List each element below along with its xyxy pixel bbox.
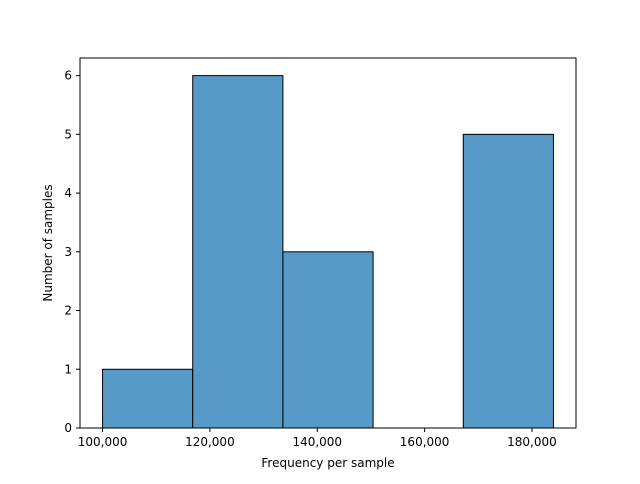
y-tick-label: 3 <box>64 245 72 259</box>
x-tick-label: 100,000 <box>78 435 128 449</box>
histogram-bar-0 <box>102 368 194 429</box>
y-tick-label: 1 <box>64 362 72 376</box>
x-tick-label: 140,000 <box>292 435 342 449</box>
x-tick-label: 120,000 <box>185 435 235 449</box>
y-tick-label: 0 <box>64 421 72 435</box>
bars-group <box>102 75 554 429</box>
histogram-bar-1 <box>192 75 284 429</box>
histogram-bar-2 <box>282 251 374 429</box>
x-tick-label: 180,000 <box>507 435 557 449</box>
x-ticks-group: 100,000 120,000 140,000 160,000 180,000 <box>78 428 557 449</box>
x-tick-label: 160,000 <box>400 435 450 449</box>
histogram-bar-4 <box>462 133 554 429</box>
y-ticks-group: 0 1 2 3 4 5 6 <box>64 69 80 435</box>
y-tick-label: 5 <box>64 127 72 141</box>
x-axis-label: Frequency per sample <box>261 456 394 470</box>
axes-frame <box>79 57 577 429</box>
y-tick-label: 4 <box>64 186 72 200</box>
y-tick-label: 6 <box>64 69 72 83</box>
y-axis-label: Number of samples <box>41 184 55 301</box>
y-tick-label: 2 <box>64 304 72 318</box>
